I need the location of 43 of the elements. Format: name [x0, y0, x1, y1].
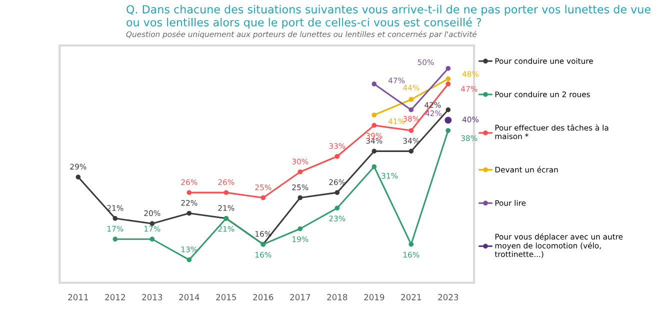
x-tick-label: 2013: [142, 294, 162, 300]
point: [224, 190, 229, 195]
point: [372, 148, 377, 154]
point: [76, 174, 81, 180]
point: [112, 216, 118, 221]
point: [186, 210, 192, 216]
point: [446, 76, 451, 82]
point: [298, 226, 303, 232]
point: [150, 236, 155, 242]
x-tick-label: 2023: [438, 294, 458, 300]
point: [444, 116, 452, 124]
point: [372, 112, 377, 118]
chart-title: Q. Dans chacune des situations suivantes vous arrive-t-il de ne pas porter vos lunettes de vue ou vos lentilles alors que le port de celles-ci vous est conseillé ?: [126, 4, 650, 29]
x-tick-label: 2021: [401, 294, 421, 300]
point: [446, 128, 451, 133]
point: [372, 122, 377, 128]
point: [408, 97, 414, 102]
point: [334, 190, 340, 195]
point: [186, 190, 192, 195]
x-tick-label: 2016: [253, 294, 274, 300]
x-tick-label: 2014: [179, 294, 200, 300]
point: [298, 169, 303, 174]
point: [372, 164, 377, 170]
point: [446, 107, 451, 112]
point: [446, 66, 451, 71]
x-tick-label: 2015: [216, 294, 236, 300]
point: [260, 195, 266, 200]
x-tick-label: 2018: [327, 294, 348, 300]
x-tick-label: 2019: [364, 294, 384, 300]
point: [408, 128, 414, 133]
point: [334, 206, 340, 211]
point: [112, 236, 118, 242]
point: [408, 107, 414, 112]
point: [372, 82, 377, 86]
x-tick-label: 2017: [290, 294, 310, 300]
point: [298, 195, 303, 200]
point: [446, 82, 451, 86]
point: [334, 154, 340, 159]
x-tick-label: 2011: [68, 294, 88, 300]
x-tick-label: 2012: [105, 294, 125, 300]
point: [408, 148, 414, 154]
point: [186, 257, 192, 262]
point: [408, 242, 414, 247]
